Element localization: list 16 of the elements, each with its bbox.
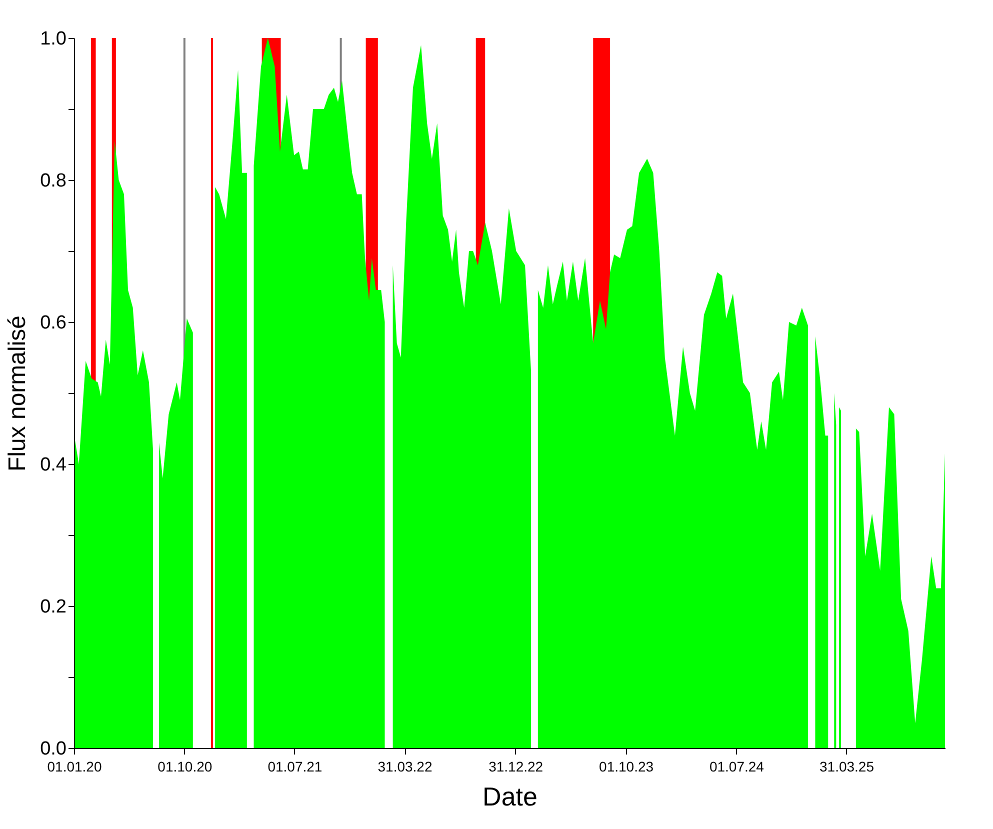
y-tick-label: 0.6 bbox=[40, 312, 66, 334]
y-tick-label: 0.8 bbox=[40, 170, 66, 192]
x-tick-label: 01.07.21 bbox=[268, 758, 322, 774]
y-axis-title: Flux normalisé bbox=[4, 315, 32, 472]
x-tick-label: 01.10.23 bbox=[599, 758, 654, 774]
y-tick-label: 0.4 bbox=[40, 454, 67, 476]
y-tick-label: 0.2 bbox=[40, 596, 66, 618]
x-tick-label: 31.03.22 bbox=[378, 758, 432, 774]
y-tick-label: 0.0 bbox=[40, 738, 66, 760]
y-tick-label: 1.0 bbox=[40, 28, 66, 50]
x-tick-label: 31.12.22 bbox=[488, 758, 544, 774]
x-tick-label: 31.03.25 bbox=[820, 758, 874, 774]
x-tick-label: 01.07.24 bbox=[709, 758, 764, 774]
x-axis-title: Date bbox=[482, 782, 538, 812]
x-tick-label: 01.10.20 bbox=[158, 758, 212, 774]
x-tick-label: 01.01.20 bbox=[47, 758, 102, 774]
